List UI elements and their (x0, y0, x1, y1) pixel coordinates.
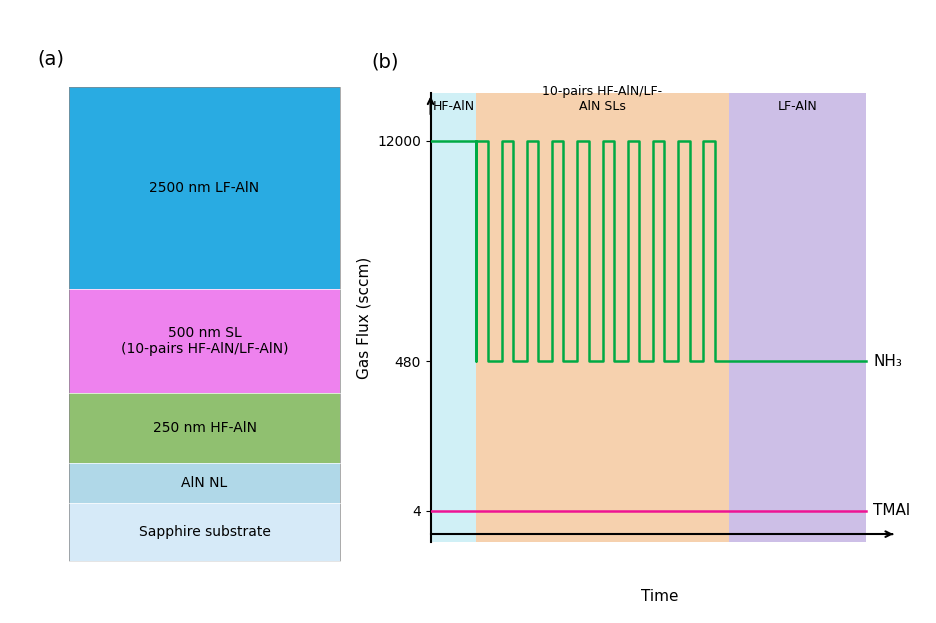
Bar (728, 93, 867, 542)
Text: AlN NL: AlN NL (182, 476, 227, 490)
Text: (b): (b) (371, 52, 399, 71)
Bar (69, 393, 340, 462)
Text: HF-AlN: HF-AlN (432, 100, 475, 113)
Bar (69, 87, 340, 561)
Text: 10-pairs HF-AlN/LF-
AlN SLs: 10-pairs HF-AlN/LF- AlN SLs (543, 85, 663, 113)
Text: 250 nm HF-AlN: 250 nm HF-AlN (153, 421, 256, 435)
Text: (a): (a) (37, 49, 65, 69)
Bar (69, 462, 340, 503)
Bar (69, 87, 340, 289)
Text: LF-AlN: LF-AlN (778, 100, 817, 113)
Text: Time: Time (641, 589, 679, 604)
Bar (476, 93, 728, 542)
Text: TMAl: TMAl (873, 503, 911, 518)
Bar (69, 289, 340, 393)
Text: 2500 nm LF-AlN: 2500 nm LF-AlN (150, 181, 259, 195)
Text: 500 nm SL
(10-pairs HF-AlN/LF-AlN): 500 nm SL (10-pairs HF-AlN/LF-AlN) (121, 326, 288, 356)
Bar (431, 93, 476, 542)
Text: Sapphire substrate: Sapphire substrate (139, 525, 271, 539)
Y-axis label: Gas Flux (sccm): Gas Flux (sccm) (357, 257, 372, 379)
Bar (69, 503, 340, 561)
Text: NH₃: NH₃ (873, 353, 902, 369)
